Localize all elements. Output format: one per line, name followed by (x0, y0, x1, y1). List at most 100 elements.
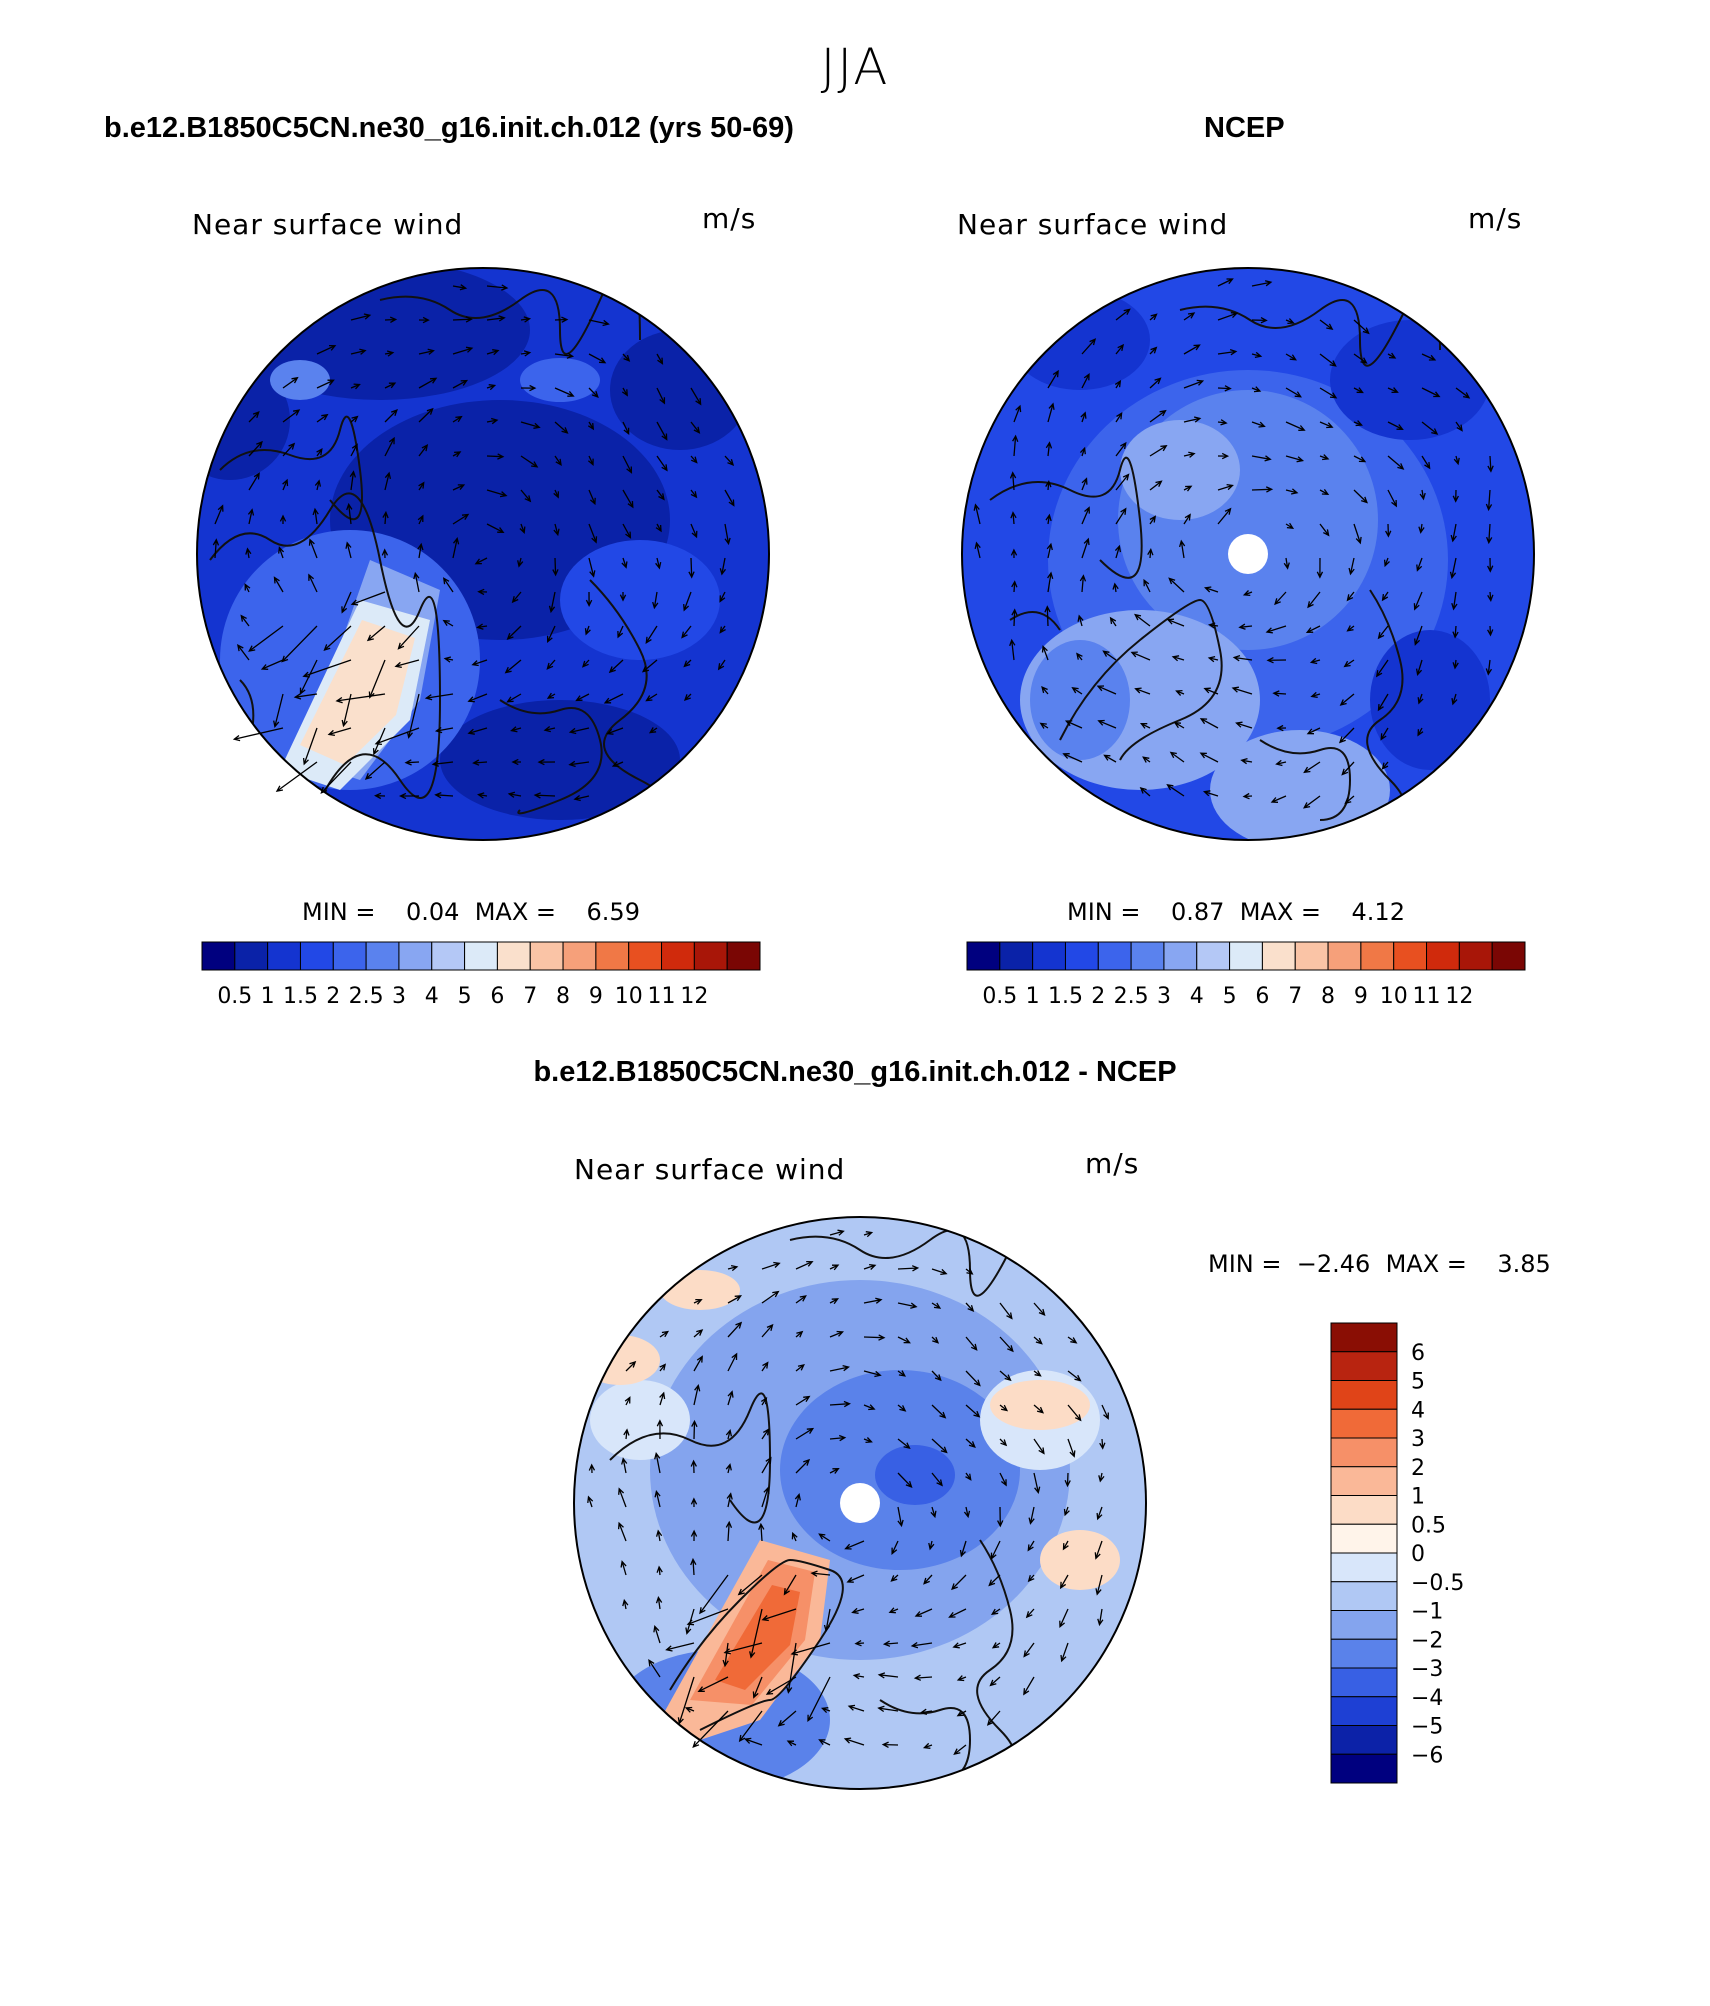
panel-2-wind-arrow (1183, 513, 1191, 525)
panel-1-wind-vectors (212, 284, 735, 802)
panel-2-wind-arrow (1487, 591, 1494, 603)
panel-3-wind-arrow (665, 1642, 695, 1652)
panel-3-colorbar-swatch (1330, 1495, 1398, 1525)
panel-2-wind-arrow (1421, 387, 1441, 398)
panel-1-wind-arrow (452, 284, 468, 291)
panel-2-colorbar-tick-label: 4 (1190, 984, 1204, 1009)
panel-2-colorbar-swatch (1163, 941, 1198, 971)
panel-2-wind-arrow (1450, 523, 1457, 543)
panel-3-wind-arrow (807, 1676, 831, 1723)
panel-2-wind-arrow (1305, 625, 1321, 633)
panel-2-wind-arrow (1353, 455, 1367, 463)
panel-3-colorbar-swatch (1330, 1552, 1398, 1583)
panel-2-units-label: m/s (1468, 202, 1523, 235)
panel-3-wind-arrow (1101, 1404, 1109, 1420)
panel-2-wind-arrow (1343, 659, 1355, 668)
panel-2-wind-arrow (1217, 483, 1234, 491)
panel-1-wind-arrow (568, 760, 590, 768)
panel-2-wind-arrow (1217, 348, 1238, 356)
panel-2-field-cell-g (1370, 630, 1490, 770)
panel-1-wind-arrow (520, 316, 532, 323)
panel-1-wind-arrow (656, 489, 665, 501)
panel-3-wind-arrow (1033, 1370, 1042, 1377)
panel-1-wind-arrow (552, 557, 559, 577)
panel-2-colorbar-tick-label: 9 (1354, 984, 1368, 1009)
panel-3-wind-arrow (897, 1265, 920, 1272)
panel-2-wind-arrow (1047, 402, 1055, 423)
panel-2-colorbar-swatch (1032, 941, 1066, 971)
panel-1-min-label: MIN = (302, 898, 376, 926)
panel-3-wind-arrow (931, 1404, 947, 1419)
panel-3-wind-arrow (829, 1468, 840, 1474)
panel-2-wind-arrow (1114, 379, 1122, 389)
panel-1-wind-arrow (382, 510, 389, 525)
panel-3-wind-arrow (795, 1295, 807, 1304)
panel-3-wind-arrow (863, 1334, 886, 1341)
panel-1-wind-arrow (486, 453, 505, 460)
panel-1-colorbar-tick-label: 0.5 (217, 984, 252, 1009)
panel-2-wind-arrow (1203, 586, 1219, 593)
panel-2-wind-arrow (1353, 420, 1363, 427)
panel-1-wind-arrow (418, 316, 430, 324)
panel-2-wind-arrow (1272, 690, 1287, 697)
panel-2-wind-arrow (1011, 580, 1018, 593)
panel-3-wind-arrow (1027, 1574, 1035, 1583)
panel-3-colorbar-tick-label: 2 (1411, 1456, 1425, 1481)
panel-1-wind-arrow (606, 727, 624, 735)
panel-3-map (573, 1216, 1147, 1790)
panel-1-wind-arrow (554, 352, 575, 359)
panel-1-colorbar-tick-label: 9 (589, 984, 603, 1009)
panel-3-wind-arrow (723, 1642, 763, 1655)
panel-1-field-cell-c (440, 700, 680, 820)
panel-2-wind-arrow (1387, 352, 1397, 359)
panel-1-colorbar-tick-label: 3 (392, 984, 406, 1009)
panel-1-field-cell-e (520, 358, 600, 402)
panel-1-wind-arrow (546, 659, 556, 670)
panel-3-title: b.e12.B1850C5CN.ne30_g16.init.ch.012 - N… (533, 1056, 1177, 1088)
panel-1-wind-arrow (245, 547, 252, 559)
panel-1-wind-arrow (683, 693, 692, 702)
panel-1-wind-arrow (452, 415, 463, 423)
panel-1-wind-arrow (366, 625, 386, 642)
panel-3-colorbar-swatch (1330, 1322, 1398, 1353)
panel-1-wind-arrow (316, 379, 335, 389)
panel-1-wind-arrow (520, 455, 539, 468)
panel-3-wind-arrow (897, 1302, 918, 1309)
panel-3-wind-arrow (891, 1540, 899, 1555)
panel-1-wind-arrow (452, 346, 474, 355)
panel-1-wind-arrow (381, 548, 389, 559)
panel-1-wind-arrow (384, 316, 398, 323)
panel-3-colorbar-swatch (1330, 1351, 1398, 1381)
panel-2-wind-arrow (1413, 591, 1423, 611)
panel-1-wind-arrow (476, 623, 488, 630)
panel-2-wind-arrow (1251, 486, 1274, 493)
panel-1-colorbar-swatch (332, 941, 367, 971)
panel-2-wind-arrow (1149, 346, 1158, 355)
panel-3-wind-arrow (795, 1330, 804, 1338)
panel-1-wind-arrow (506, 625, 522, 640)
panel-3-wind-arrow (948, 1608, 967, 1618)
panel-1-wind-arrow (350, 313, 372, 321)
panel-3-wind-arrow (989, 1676, 1001, 1687)
panel-3-wind-arrow (1095, 1574, 1103, 1596)
panel-1-wind-arrow (384, 436, 395, 457)
panel-2-colorbar-swatch (1261, 941, 1296, 971)
panel-3-wind-arrow (863, 1297, 883, 1304)
panel-2-wind-arrow (1081, 338, 1097, 355)
panel-1-wind-arrow (477, 588, 488, 596)
panel-3-wind-arrow (783, 1574, 797, 1596)
panel-3-colorbar-swatch (1330, 1696, 1398, 1726)
panel-2-wind-arrow (1285, 421, 1306, 431)
panel-1-wind-arrow (553, 523, 560, 537)
panel-3-wind-arrow (761, 1290, 780, 1304)
panel-3-wind-arrow (791, 1531, 798, 1542)
panel-3-wind-arrow (725, 1520, 733, 1542)
panel-2-wind-arrow (1414, 625, 1423, 646)
panel-2-wind-arrow (974, 541, 981, 559)
panel-3-max-label: MAX = (1385, 1250, 1467, 1278)
panel-2-wind-arrow (1208, 622, 1219, 629)
panel-3-wind-arrow (693, 1355, 703, 1372)
panel-2-wind-arrow (1375, 659, 1389, 678)
panel-1-wind-arrow (282, 409, 301, 423)
panel-1-wind-arrow (486, 384, 497, 391)
